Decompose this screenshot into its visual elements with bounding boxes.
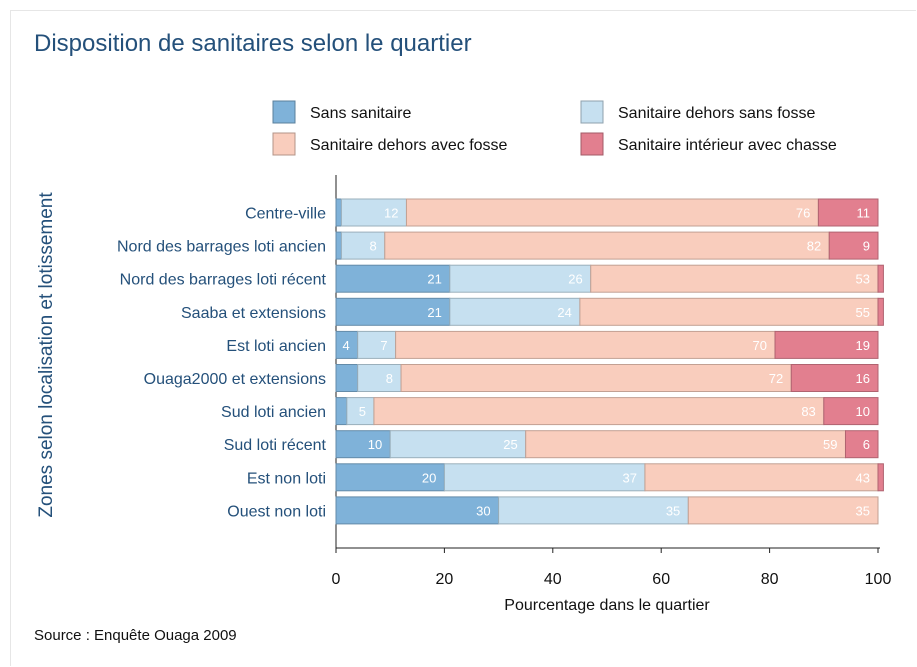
x-tick-label: 60	[652, 571, 670, 588]
category-label: Ouest non loti	[227, 503, 326, 520]
data-label: 70	[753, 338, 767, 353]
source-note: Source : Enquête Ouaga 2009	[34, 627, 237, 644]
data-label: 35	[666, 503, 680, 518]
x-tick-label: 100	[865, 571, 892, 588]
bar-segment	[823, 397, 879, 426]
data-label: 25	[503, 437, 517, 452]
legend-swatch	[272, 100, 296, 124]
data-label: 43	[856, 470, 870, 485]
data-label: 82	[807, 239, 821, 254]
legend-label: Sanitaire dehors sans fosse	[618, 105, 816, 122]
bar-segment	[335, 198, 342, 227]
bar-segment	[400, 364, 792, 392]
bar-segment	[340, 231, 386, 260]
data-label: 53	[856, 272, 870, 287]
data-label: 19	[856, 338, 870, 353]
legend-swatch	[580, 100, 604, 124]
data-label: 16	[856, 371, 870, 386]
legend-label: Sans sanitaire	[310, 105, 411, 122]
bar-segment	[844, 430, 879, 459]
data-label: 37	[622, 470, 636, 485]
x-tick-label: 40	[544, 571, 562, 588]
data-label: 59	[823, 437, 837, 452]
bar-segment	[335, 496, 500, 525]
bar-segment	[335, 430, 391, 459]
category-label: Sud loti ancien	[221, 404, 326, 421]
y-axis-title: Zones selon localisation et lotissement	[36, 192, 57, 518]
bar-segment	[644, 463, 879, 492]
data-label: 55	[856, 305, 870, 320]
x-tick-label: 0	[332, 571, 341, 588]
legend-label: Sanitaire dehors avec fosse	[310, 137, 508, 154]
bar-segment	[449, 297, 581, 326]
bar-segment	[335, 397, 348, 426]
data-label: 72	[769, 371, 783, 386]
bar-segment	[389, 430, 527, 459]
category-label: Centre-ville	[245, 206, 326, 223]
bar-segment	[357, 364, 402, 392]
bar-segment	[579, 297, 879, 326]
bar-segment	[340, 198, 407, 227]
x-tick-label: 80	[761, 571, 779, 588]
bar-segment	[357, 330, 397, 359]
data-label: 10	[856, 404, 870, 419]
data-label: 20	[422, 470, 436, 485]
legend-label: Sanitaire intérieur avec chasse	[618, 137, 837, 154]
bar-segment	[443, 463, 646, 492]
category-label: Nord des barrages loti récent	[120, 272, 327, 289]
bar-segment	[395, 330, 776, 359]
category-label: Est loti ancien	[226, 338, 326, 355]
data-label: 26	[568, 272, 582, 287]
bar-segment	[498, 496, 689, 525]
bar-segment	[790, 364, 879, 392]
bar-segment	[817, 198, 879, 227]
bar-segment	[687, 496, 879, 525]
bar-segment	[828, 231, 879, 260]
bar-segment	[373, 397, 825, 426]
data-label: 30	[476, 503, 490, 518]
category-label: Saaba et extensions	[181, 305, 326, 322]
data-label: 5	[359, 404, 366, 419]
data-label: 11	[857, 206, 871, 221]
bar-segment	[335, 231, 342, 260]
bar-segment	[449, 264, 592, 293]
bar-segment	[774, 330, 879, 359]
bar-segment	[590, 264, 879, 293]
bar-segment	[877, 463, 884, 492]
data-label: 7	[380, 338, 387, 353]
data-label: 8	[386, 371, 393, 386]
data-label: 12	[384, 206, 398, 221]
bar-segment	[384, 231, 830, 260]
bar-segment	[877, 264, 884, 293]
data-label: 6	[863, 437, 870, 452]
data-label: 83	[801, 404, 815, 419]
category-label: Sud loti récent	[224, 437, 327, 454]
x-tick-label: 20	[436, 571, 454, 588]
chart-title: Disposition de sanitaires selon le quart…	[34, 30, 472, 57]
chart-frame	[10, 10, 916, 666]
bar-segment	[525, 430, 846, 459]
bar-segment	[335, 364, 359, 392]
category-label: Ouaga2000 et extensions	[144, 371, 326, 388]
data-label: 10	[368, 437, 382, 452]
bar-segment	[335, 264, 451, 293]
data-label: 76	[796, 206, 810, 221]
legend-swatch	[580, 132, 604, 156]
data-label: 35	[856, 503, 870, 518]
bar-segment	[877, 297, 884, 326]
data-label: 4	[342, 338, 349, 353]
legend-swatch	[272, 132, 296, 156]
x-axis-title: Pourcentage dans le quartier	[504, 597, 710, 614]
data-label: 9	[863, 239, 870, 254]
category-label: Nord des barrages loti ancien	[117, 239, 326, 256]
category-label: Est non loti	[247, 470, 326, 487]
bar-segment	[335, 297, 451, 326]
data-label: 24	[557, 305, 571, 320]
bar-segment	[405, 198, 819, 227]
data-label: 8	[370, 239, 377, 254]
data-label: 21	[427, 272, 441, 287]
data-label: 21	[427, 305, 441, 320]
